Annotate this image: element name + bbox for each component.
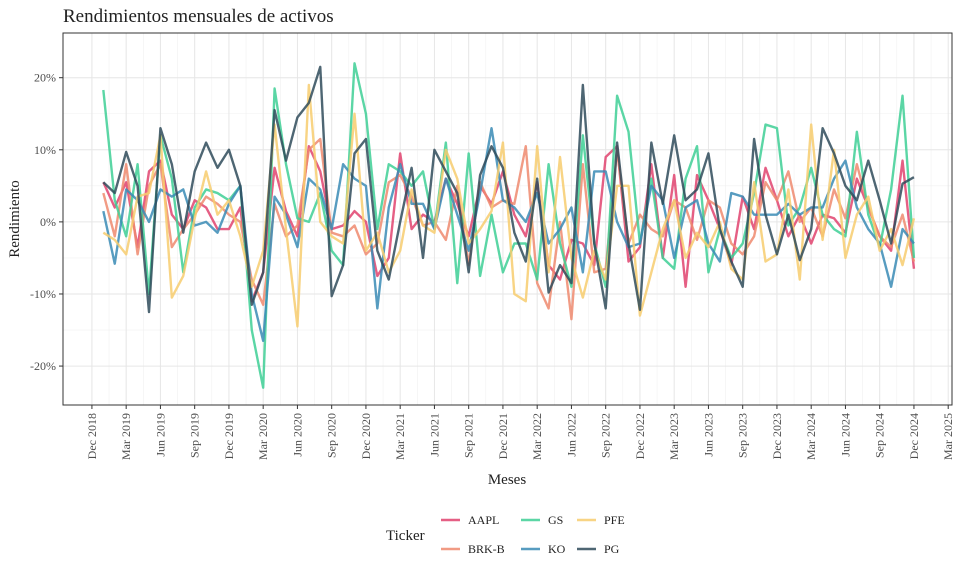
legend-label: GS — [548, 513, 563, 527]
legend-label: PG — [604, 542, 620, 556]
x-tick-label: Jun 2021 — [427, 413, 441, 457]
chart-title: Rendimientos mensuales de activos — [63, 6, 334, 27]
x-tick-label: Sep 2023 — [736, 413, 750, 458]
y-tick-label: 10% — [34, 143, 56, 157]
y-axis-title: Rendimiento — [7, 180, 23, 258]
x-tick-label: Sep 2019 — [188, 413, 202, 458]
x-tick-label: Dec 2020 — [359, 413, 373, 459]
x-tick-label: Mar 2019 — [119, 413, 133, 460]
legend-label: BRK-B — [468, 542, 505, 556]
x-tick-label: Mar 2021 — [393, 413, 407, 460]
x-tick-label: Mar 2023 — [667, 413, 681, 460]
x-axis-title: Meses — [488, 472, 526, 488]
legend-label: PFE — [604, 513, 625, 527]
x-tick-label: Sep 2021 — [462, 413, 476, 458]
legend-title: Ticker — [386, 528, 425, 544]
y-tick-label: -10% — [30, 287, 56, 301]
series-line — [102, 144, 916, 303]
x-tick-label: Dec 2021 — [496, 413, 510, 459]
x-tick-label: Dec 2022 — [633, 413, 647, 459]
x-tick-label: Jun 2023 — [701, 413, 715, 457]
y-tick-label: 20% — [34, 71, 56, 85]
legend: Ticker AAPL BRK-B GS KO PFE PG — [386, 513, 625, 556]
x-tick-label: Dec 2018 — [85, 413, 99, 459]
y-tick-label: -20% — [30, 359, 56, 373]
x-tick-label: Jun 2022 — [564, 413, 578, 457]
x-tick-label: Sep 2022 — [599, 413, 613, 458]
x-tick-label: Sep 2020 — [325, 413, 339, 458]
legend-label: AAPL — [468, 513, 499, 527]
plot-border — [62, 32, 953, 406]
x-tick-label: Mar 2022 — [530, 413, 544, 460]
x-tick-label: Sep 2024 — [873, 413, 887, 458]
x-tick-label: Dec 2023 — [770, 413, 784, 459]
x-tick-label: Mar 2024 — [804, 413, 818, 460]
x-tick-label: Mar 2020 — [256, 413, 270, 460]
x-tick-label: Jun 2020 — [290, 413, 304, 457]
legend-label: KO — [548, 542, 566, 556]
x-tick-label: Jun 2024 — [838, 413, 852, 457]
x-tick-label: Dec 2019 — [222, 413, 236, 459]
y-tick-label: 0% — [40, 215, 56, 229]
series-lines — [102, 62, 916, 389]
x-tick-label: Jun 2019 — [153, 413, 167, 457]
x-tick-label: Mar 2025 — [941, 413, 955, 460]
x-tick-label: Dec 2024 — [907, 413, 921, 459]
series-line — [102, 65, 915, 314]
